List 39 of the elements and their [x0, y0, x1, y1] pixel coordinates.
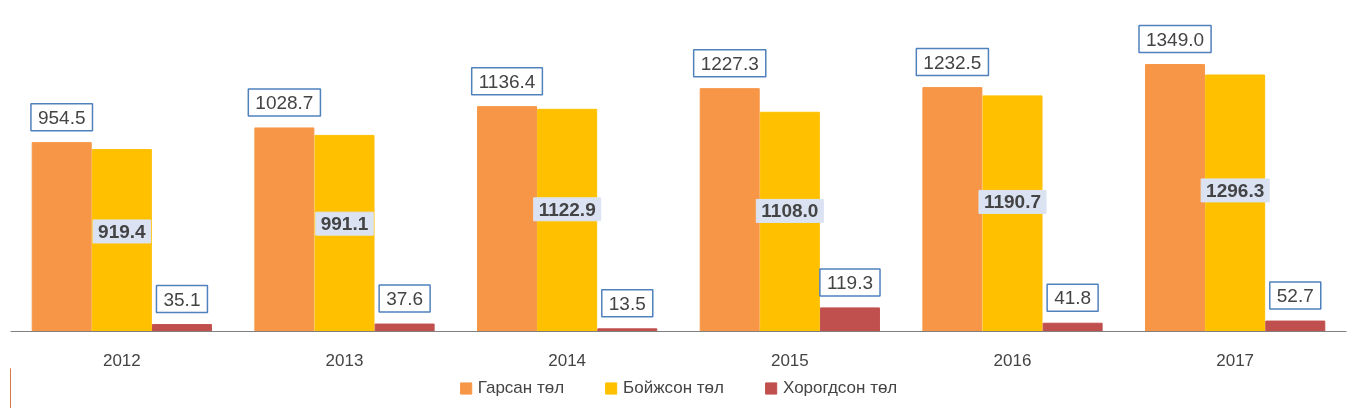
bar	[1145, 64, 1206, 332]
x-tick-label: 2012	[102, 350, 141, 370]
data-label: 1227.3	[700, 52, 759, 74]
data-label: 1232.5	[923, 51, 982, 73]
bar	[819, 307, 880, 332]
data-label: 991.1	[320, 213, 369, 235]
data-label: 1122.9	[538, 198, 596, 220]
x-tick-label: 2014	[548, 350, 587, 370]
bar	[1042, 322, 1103, 332]
bar	[1265, 320, 1326, 332]
bar	[477, 106, 538, 332]
bar	[254, 127, 315, 332]
bar	[151, 324, 212, 332]
x-tick-label: 2016	[993, 350, 1032, 370]
data-label: 1296.3	[1206, 179, 1265, 201]
data-label: 1349.0	[1145, 28, 1205, 50]
legend-label: Бойжсон төл	[623, 378, 724, 398]
data-label: 1108.0	[761, 200, 819, 222]
x-tick-label: 2017	[1216, 350, 1255, 370]
data-label: 41.8	[1054, 287, 1092, 309]
legend-label: Гарсан төл	[477, 378, 565, 398]
data-label: 52.7	[1276, 285, 1314, 307]
x-tick-label: 2013	[325, 350, 364, 370]
data-label: 1190.7	[983, 191, 1042, 213]
data-label: 37.6	[386, 288, 424, 310]
x-tick-label: 2015	[770, 350, 809, 370]
data-label: 119.3	[826, 271, 874, 293]
bar	[597, 328, 658, 332]
data-label: 35.1	[163, 288, 201, 310]
data-label: 13.5	[608, 292, 646, 314]
bar	[699, 88, 760, 332]
bar	[922, 87, 983, 332]
data-label: 1028.7	[255, 91, 314, 113]
data-label: 919.4	[98, 220, 147, 242]
data-label: 954.5	[37, 106, 86, 128]
bar	[31, 142, 92, 332]
bar	[374, 323, 435, 332]
legend-label: Хорогдсон төл	[783, 378, 898, 398]
data-label: 1136.4	[478, 70, 536, 92]
